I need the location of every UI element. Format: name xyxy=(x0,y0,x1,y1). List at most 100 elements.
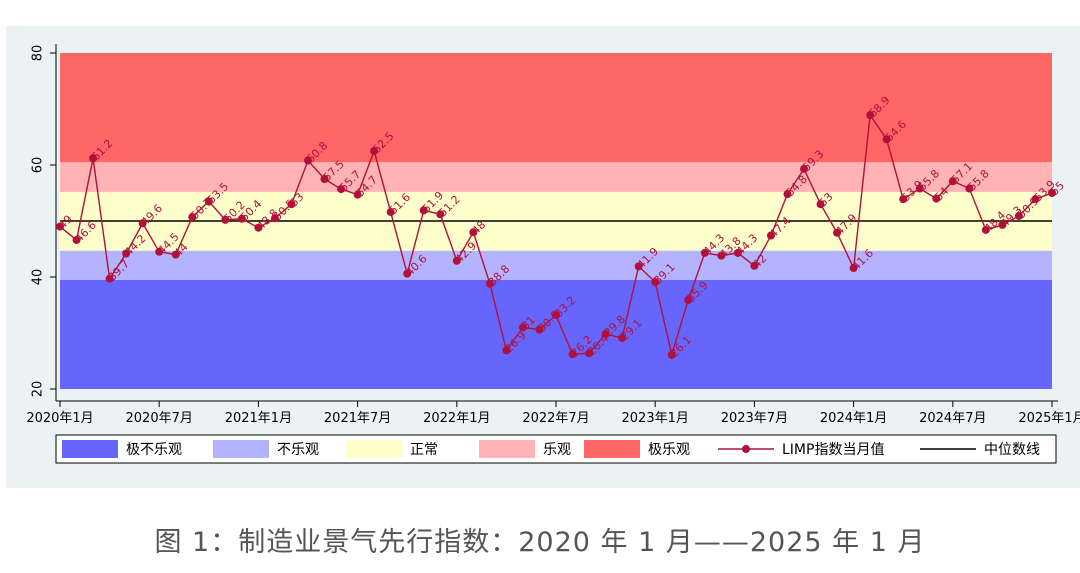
data-point xyxy=(171,250,180,259)
data-point xyxy=(932,194,941,203)
data-point xyxy=(386,208,395,217)
legend-label: 极不乐观 xyxy=(126,442,182,458)
x-tick-label: 2023年1月 xyxy=(622,411,689,426)
data-point xyxy=(833,228,842,237)
legend-swatch xyxy=(62,440,118,458)
data-point xyxy=(237,214,246,223)
legend-swatch xyxy=(584,440,640,458)
x-tick-label: 2020年7月 xyxy=(126,411,193,426)
band-3 xyxy=(60,162,1052,192)
data-point xyxy=(485,279,494,288)
data-point xyxy=(568,350,577,359)
data-point xyxy=(370,147,379,155)
data-point xyxy=(717,251,726,260)
data-point xyxy=(188,213,197,222)
legend-swatch xyxy=(479,440,535,458)
data-point xyxy=(518,323,527,332)
x-tick-label: 2024年7月 xyxy=(919,411,986,426)
series-group: 4946.661.239.744.249.644.54450.753.550.2… xyxy=(56,94,1067,360)
data-point xyxy=(287,200,296,209)
data-point xyxy=(948,177,957,186)
data-point xyxy=(816,200,825,209)
data-point xyxy=(221,215,230,224)
data-point xyxy=(155,247,164,256)
data-point xyxy=(403,269,412,278)
x-tick-label: 2023年7月 xyxy=(721,411,788,426)
data-point xyxy=(601,330,610,339)
legend-marker xyxy=(742,445,750,453)
data-point xyxy=(667,350,676,359)
x-tick-label: 2025年1月 xyxy=(1018,411,1080,426)
data-point xyxy=(766,231,775,240)
data-point xyxy=(436,210,445,219)
data-point xyxy=(105,274,114,283)
data-point xyxy=(651,278,660,287)
data-point xyxy=(634,262,643,271)
data-point xyxy=(998,220,1007,229)
data-point xyxy=(1014,211,1023,220)
data-point xyxy=(452,256,461,265)
data-point xyxy=(1031,195,1040,204)
data-point xyxy=(304,156,312,165)
data-point xyxy=(866,111,875,120)
data-point xyxy=(535,325,544,334)
data-point xyxy=(204,197,213,206)
chart-panel: 20 40 60 80 2020年1月 2020年7月 2021年1月 2021年7月 2022… xyxy=(6,26,1080,488)
data-point xyxy=(684,295,693,304)
data-point xyxy=(72,236,81,245)
band-1 xyxy=(60,250,1052,280)
x-tick-label: 2021年7月 xyxy=(324,411,391,426)
data-point xyxy=(915,184,924,193)
data-point xyxy=(700,248,709,257)
data-point xyxy=(800,164,808,173)
data-point xyxy=(882,135,891,144)
data-point xyxy=(419,206,428,215)
chart-svg: 20 40 60 80 2020年1月 2020年7月 2021年1月 2021年7月 2022… xyxy=(26,44,1080,464)
data-point xyxy=(849,264,858,273)
data-point xyxy=(965,184,974,193)
legend-label: LIMP指数当月值 xyxy=(782,442,884,458)
legend-label: 极乐观 xyxy=(648,442,690,458)
legend-swatch xyxy=(346,440,402,458)
data-point xyxy=(1048,189,1056,197)
legend-label: 中位数线 xyxy=(984,442,1040,458)
y-tick-label: 80 xyxy=(31,45,46,62)
data-point xyxy=(750,261,759,270)
data-point xyxy=(254,223,263,232)
data-point xyxy=(320,175,329,183)
data-point xyxy=(56,222,64,231)
x-tick-label: 2020年1月 xyxy=(26,411,93,426)
band-4 xyxy=(60,53,1052,163)
x-tick-label: 2024年1月 xyxy=(820,411,887,426)
y-tick-label: 40 xyxy=(31,269,46,286)
data-point xyxy=(899,195,908,204)
legend: 极不乐观 不乐观 正常 乐观 极乐观 LIMP指数当月值 中位数线 xyxy=(55,434,1057,464)
legend-label: 不乐观 xyxy=(277,442,319,458)
data-point xyxy=(733,248,742,257)
band-0 xyxy=(60,279,1052,389)
legend-swatch xyxy=(213,440,269,458)
data-point xyxy=(585,349,594,358)
x-tick-label: 2022年7月 xyxy=(522,411,589,426)
y-tick-label: 60 xyxy=(31,157,46,174)
data-point xyxy=(270,214,279,223)
data-point xyxy=(138,219,147,228)
data-point xyxy=(502,346,511,355)
figure-caption: 图 1：制造业景气先行指数：2020 年 1 月——2025 年 1 月 xyxy=(154,527,926,558)
background-bands xyxy=(60,53,1052,389)
legend-label: 正常 xyxy=(410,442,438,458)
data-point xyxy=(552,311,560,320)
data-point xyxy=(353,190,362,199)
x-tick-label: 2021年1月 xyxy=(225,411,292,426)
data-point xyxy=(89,154,98,163)
legend-label: 乐观 xyxy=(543,442,571,458)
data-point xyxy=(337,185,346,194)
x-tick-label: 2022年1月 xyxy=(423,411,490,426)
axes: 20 40 60 80 2020年1月 2020年7月 2021年1月 2021年7月 2022… xyxy=(26,44,1080,426)
data-point xyxy=(981,225,990,234)
data-point xyxy=(122,249,131,258)
data-point xyxy=(469,228,478,237)
y-tick-label: 20 xyxy=(31,381,46,398)
data-point xyxy=(618,334,627,343)
data-point xyxy=(783,190,792,199)
